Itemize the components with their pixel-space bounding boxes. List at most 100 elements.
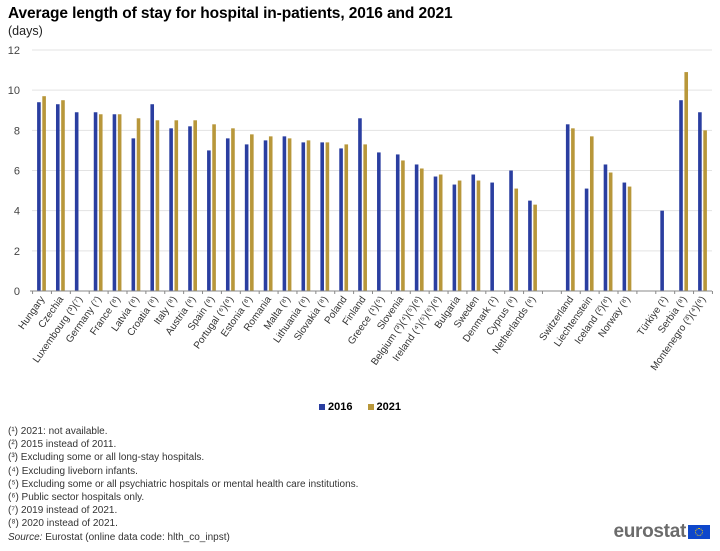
bar-2021 <box>325 142 330 291</box>
legend-swatch-2016 <box>318 404 325 410</box>
y-axis-ticks: 0 2 4 6 8 10 12 <box>8 45 20 298</box>
bar-2016 <box>358 118 362 292</box>
footnote: (⁵) Excluding some or all psychiatric ho… <box>8 478 359 490</box>
bar-2016 <box>150 104 155 291</box>
legend-label-2021: 2021 <box>376 401 402 413</box>
eu-flag-icon <box>688 525 710 539</box>
bar-2016 <box>169 128 173 291</box>
y-tick-label: 10 <box>8 85 20 97</box>
bar-2021 <box>608 172 613 291</box>
bar-2016 <box>414 164 419 291</box>
bar-2021 <box>98 114 103 292</box>
bar-2016 <box>282 136 287 291</box>
bar-2016 <box>565 124 570 291</box>
y-tick-label: 4 <box>14 206 20 218</box>
bar-2021 <box>155 120 160 292</box>
bar-2021 <box>703 130 707 291</box>
bar-2016 <box>433 176 438 291</box>
bar-2016 <box>207 150 211 291</box>
bar-2021 <box>344 144 349 291</box>
bar-2016 <box>490 182 494 291</box>
bar-2016 <box>509 170 513 291</box>
footnotes: (¹) 2021: not available. (²) 2015 instea… <box>8 425 358 544</box>
bar-2016 <box>660 210 664 291</box>
bar-2016 <box>698 112 702 291</box>
bar-2016 <box>395 154 400 291</box>
bar-2021 <box>287 138 292 291</box>
bar-2016 <box>603 164 608 291</box>
bar-2021 <box>231 128 235 291</box>
y-tick-label: 12 <box>8 45 20 57</box>
bar-2021 <box>136 118 141 292</box>
bar-2016 <box>528 200 532 291</box>
bar-2021 <box>61 100 65 291</box>
bar-2021 <box>627 186 632 291</box>
bar-2016 <box>584 188 589 291</box>
bar-2021 <box>589 136 594 291</box>
bar-2016 <box>377 152 381 291</box>
bar-2016 <box>37 102 41 291</box>
bar-2016 <box>188 126 192 291</box>
eurostat-logo: eurostat <box>613 521 710 543</box>
bar-2021 <box>571 128 575 291</box>
footnote: (⁴) Excluding liveborn infants. <box>8 465 138 477</box>
bar-2021 <box>306 140 311 291</box>
bar-2016 <box>112 114 117 292</box>
source-note: Source: Eurostat (online data code: hlth… <box>8 531 358 544</box>
bar-2016 <box>93 112 98 291</box>
bar-2016 <box>301 142 306 291</box>
legend-item-2016: 2016 <box>318 401 353 413</box>
bar-2021 <box>476 180 481 291</box>
bar-2016 <box>74 112 79 291</box>
bar-2021 <box>268 136 273 291</box>
y-tick-label: 8 <box>14 125 20 137</box>
legend-item-2021: 2021 <box>367 401 402 413</box>
bar-2021 <box>363 144 367 291</box>
bar-2016 <box>679 100 683 291</box>
footnote: (¹) 2021: not available. <box>8 426 108 437</box>
bar-2016 <box>225 138 230 291</box>
bar-2021 <box>250 134 254 291</box>
bar-2021 <box>193 120 197 292</box>
logo-text: eurostat <box>613 521 686 542</box>
bar-2016 <box>131 138 136 291</box>
legend-swatch-2021 <box>367 404 374 410</box>
source-label: Source: <box>8 531 43 543</box>
footnote: (⁶) Public sector hospitals only. <box>8 492 145 504</box>
bar-2021 <box>420 168 424 291</box>
bar-2016 <box>471 174 476 291</box>
bar-2021 <box>533 204 537 291</box>
bar-2016 <box>452 184 457 291</box>
y-tick-label: 6 <box>14 166 20 178</box>
bar-2021 <box>457 180 462 291</box>
bar-2016 <box>263 140 268 291</box>
bar-2021 <box>117 114 122 292</box>
footnote: (⁸) 2020 instead of 2021. <box>8 518 118 530</box>
bar-2016 <box>339 148 343 291</box>
chart-subtitle: (days) <box>8 24 43 38</box>
source-text: Eurostat (online data code: hlth_co_inps… <box>45 531 230 543</box>
footnote: (³) Excluding some or all long-stay hosp… <box>8 452 205 464</box>
footnote: (²) 2015 instead of 2011. <box>8 439 117 451</box>
bars <box>37 72 707 292</box>
legend-label-2016: 2016 <box>327 401 353 413</box>
bar-2021 <box>42 96 46 291</box>
footnote: (⁷) 2019 instead of 2021. <box>8 505 118 517</box>
y-tick-label: 2 <box>14 246 20 258</box>
bar-2016 <box>244 144 249 291</box>
bar-2016 <box>55 104 60 291</box>
bar-2016 <box>320 142 324 291</box>
bar-2021 <box>514 188 519 291</box>
bar-2021 <box>438 174 443 291</box>
y-tick-label: 0 <box>14 286 20 298</box>
bar-2021 <box>684 72 689 291</box>
legend: 2016 2021 <box>0 401 720 413</box>
gridlines <box>32 49 712 252</box>
bar-2021 <box>212 124 216 291</box>
chart-title: Average length of stay for hospital in-p… <box>8 5 453 22</box>
bar-2021 <box>401 160 405 291</box>
bar-2016 <box>622 182 627 291</box>
x-axis <box>30 290 713 294</box>
